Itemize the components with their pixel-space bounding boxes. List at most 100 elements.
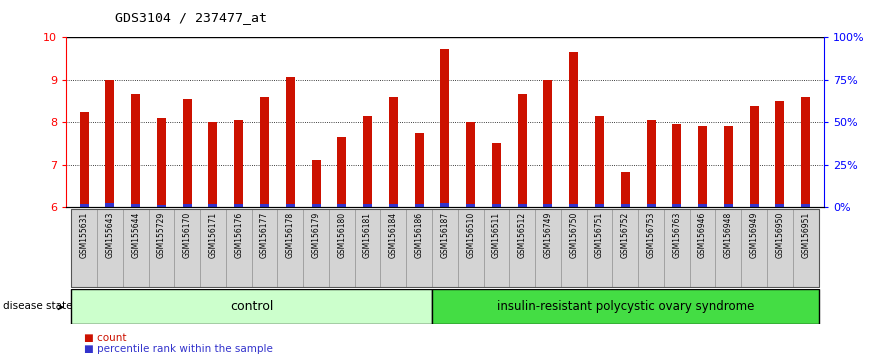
Bar [492,204,501,207]
Bar [337,137,346,207]
Text: GSM156948: GSM156948 [724,212,733,258]
Bar [71,289,432,324]
Bar [432,289,818,324]
Text: GSM156512: GSM156512 [518,212,527,258]
Bar [131,204,140,207]
Bar [363,116,372,207]
Bar [518,204,527,207]
Bar [252,209,278,287]
Text: GSM156176: GSM156176 [234,212,243,258]
Text: GSM156510: GSM156510 [466,212,475,258]
Bar [440,49,449,207]
Bar [544,204,552,207]
Bar [303,209,329,287]
Bar [690,209,715,287]
Text: GSM155729: GSM155729 [157,212,166,258]
Bar [569,52,578,207]
Bar [698,126,707,207]
Bar [389,204,398,207]
Bar [595,116,604,207]
Text: GSM156179: GSM156179 [312,212,321,258]
Bar [638,209,664,287]
Text: GSM156171: GSM156171 [209,212,218,258]
Text: GSM156950: GSM156950 [775,212,784,258]
Text: GSM156177: GSM156177 [260,212,269,258]
Bar [234,120,243,207]
Bar [647,120,655,207]
Bar [775,204,784,207]
Bar [260,204,269,207]
Bar [793,209,818,287]
Bar [466,204,475,207]
Bar [122,209,149,287]
Text: GSM156186: GSM156186 [415,212,424,258]
Text: GSM156184: GSM156184 [389,212,398,258]
Bar [518,94,527,207]
Text: GSM156749: GSM156749 [544,212,552,258]
Text: GSM155643: GSM155643 [106,212,115,258]
Bar [561,209,587,287]
Text: GSM156511: GSM156511 [492,212,501,258]
Bar [131,94,140,207]
Bar [209,122,218,207]
Bar [234,204,243,207]
Bar [285,204,295,207]
Bar [509,209,535,287]
Text: control: control [230,300,273,313]
Bar [715,209,741,287]
Bar [157,118,166,207]
Bar [750,204,759,207]
Bar [647,204,655,207]
Bar [226,209,252,287]
Text: GSM156178: GSM156178 [285,212,295,258]
Bar [406,209,432,287]
Text: GSM156951: GSM156951 [801,212,811,258]
Text: GSM156752: GSM156752 [621,212,630,258]
Text: ■ count: ■ count [84,333,126,343]
Bar [285,77,295,207]
Bar [587,209,612,287]
Bar [79,112,89,207]
Bar [389,97,398,207]
Bar [106,203,115,207]
Bar [484,209,509,287]
Bar [174,209,200,287]
Bar [278,209,303,287]
Bar [801,97,811,207]
Bar [329,209,355,287]
Text: GSM156750: GSM156750 [569,212,578,258]
Bar [106,80,115,207]
Text: GSM156181: GSM156181 [363,212,372,258]
Bar [569,204,578,207]
Bar [750,106,759,207]
Text: GDS3104 / 237477_at: GDS3104 / 237477_at [115,11,267,24]
Text: GSM155631: GSM155631 [79,212,89,258]
Text: GSM156763: GSM156763 [672,212,681,258]
Bar [209,204,218,207]
Bar [724,204,733,207]
Text: GSM156753: GSM156753 [647,212,655,258]
Bar [492,143,501,207]
Bar [458,209,484,287]
Bar [432,209,458,287]
Bar [664,209,690,287]
Text: GSM156180: GSM156180 [337,212,346,258]
Bar [312,160,321,207]
Bar [801,204,811,207]
Bar [698,204,707,207]
Bar [415,204,424,207]
Bar [672,204,681,207]
Bar [612,209,638,287]
Bar [363,204,372,207]
Text: disease state: disease state [3,301,72,311]
Bar [621,172,630,207]
Bar [595,204,604,207]
Bar [260,97,269,207]
Text: GSM155644: GSM155644 [131,212,140,258]
Bar [466,122,475,207]
Text: GSM156751: GSM156751 [595,212,604,258]
Bar [312,204,321,207]
Text: insulin-resistant polycystic ovary syndrome: insulin-resistant polycystic ovary syndr… [497,300,754,313]
Bar [672,124,681,207]
Bar [200,209,226,287]
